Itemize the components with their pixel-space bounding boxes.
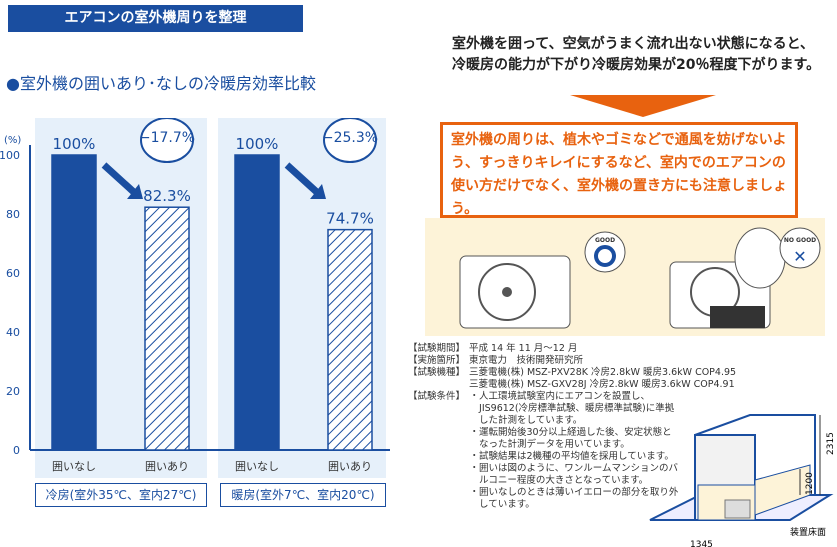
y-tick-label: 40	[6, 326, 20, 339]
svg-text:✕: ✕	[793, 247, 806, 266]
good-badge	[584, 231, 626, 273]
condition-item: 囲いは図のように、ワンルームマンションのバルコニー程度の大きさとなっています。	[479, 463, 679, 487]
good-label: GOOD	[595, 237, 615, 244]
fence-height-label: 1200	[805, 472, 815, 495]
spec-value: 平成 14 年 11 月〜12 月	[469, 343, 578, 354]
bar	[51, 154, 97, 451]
no-good-label: NO GOOD	[784, 237, 816, 244]
y-axis-unit: (%)	[4, 135, 21, 146]
condition-item: 試験結果は2機種の平均値を採用しています。	[479, 451, 679, 463]
heating-condition-label: 暖房(室外7℃、室内20℃)	[220, 483, 386, 507]
bar-value-label: 100%	[236, 135, 279, 153]
y-tick-label: 80	[6, 208, 20, 221]
no-good-badge	[779, 227, 821, 269]
tip-box: 室外機の周りは、植木やゴミなどで通風を妨げないよう、すっきりキレイにするなど、室…	[440, 122, 798, 218]
x-tick-label: 囲いあり	[145, 460, 189, 473]
spec-value: 三菱電機(株) MSZ-PXV28K 冷房2.8kW 暖房3.6kW COP4.…	[469, 367, 737, 378]
page-title: エアコンの室外機周りを整理	[8, 5, 303, 32]
outdoor-unit-illustration: GOOD NO GOOD ✕	[425, 218, 825, 336]
decrease-arrow-icon	[101, 162, 140, 198]
y-tick-label: 100	[0, 149, 20, 162]
bar-value-label: 82.3%	[143, 187, 191, 205]
change-label: −17.7%	[139, 130, 195, 146]
bar	[327, 228, 373, 451]
x-tick-label: 囲いなし	[235, 460, 279, 473]
condition-item: 人工環境試験室内にエアコンを設置し、JIS9612(冷房標準試験、暖房標準試験)…	[479, 391, 679, 427]
change-bubble	[323, 118, 377, 163]
width-label: 1345	[690, 540, 713, 547]
bar	[144, 206, 190, 451]
floor-label: 装置床面	[790, 526, 826, 538]
spec-label: 【試験条件】	[408, 391, 466, 402]
height-label: 2315	[826, 432, 836, 455]
arrow-head-icon	[127, 184, 143, 199]
y-tick-label: 20	[6, 385, 20, 398]
arrow-head-icon	[310, 184, 326, 199]
x-tick-label: 囲いあり	[328, 460, 372, 473]
spec-label	[408, 379, 469, 391]
down-arrow-icon	[570, 95, 716, 117]
decrease-arrow-icon	[284, 162, 323, 198]
change-bubble	[140, 118, 194, 163]
spec-value: 東京電力 技術開発研究所	[469, 355, 584, 366]
condition-item: 運転開始後30分以上経過した後、安定状態となった計測データを用いています。	[479, 427, 679, 451]
x-tick-label: 囲いなし	[52, 460, 96, 473]
bar	[234, 154, 280, 451]
spec-label: 【試験機種】	[408, 367, 466, 378]
spec-label: 【試験期間】	[408, 343, 466, 354]
y-tick-label: 0	[13, 444, 20, 457]
chart-subtitle: ●室外機の囲いあり･なしの冷暖房効率比較	[6, 74, 316, 93]
bar-value-label: 74.7%	[326, 210, 374, 228]
spec-value: 三菱電機(株) MSZ-GXV28J 冷房2.8kW 暖房3.6kW COP4.…	[469, 379, 735, 390]
change-label: −25.3%	[322, 130, 378, 146]
bar-value-label: 100%	[53, 135, 96, 153]
bar-chart: (%) 0 20 40 60 80 100 100% 囲いなし 82.3% 囲いあり −17.7% 10…	[0, 118, 390, 478]
cooling-condition-label: 冷房(室外35℃、室内27℃)	[35, 483, 207, 507]
y-tick-label: 60	[6, 267, 20, 280]
lead-text: 室外機を囲って、空気がうまく流れ出ない状態になると、冷暖房の能力が下がり冷暖房効…	[452, 36, 821, 73]
test-specs: 【試験期間】 平成 14 年 11 月〜12 月 【実施箇所】 東京電力 技術開発研…	[408, 343, 740, 511]
condition-item: 囲いなしのときは薄いイエローの部分を取り外しています。	[479, 487, 679, 511]
spec-label: 【実施箇所】	[408, 355, 466, 366]
test-room-diagram: 2315 1200 装置床面 1345	[649, 414, 836, 547]
